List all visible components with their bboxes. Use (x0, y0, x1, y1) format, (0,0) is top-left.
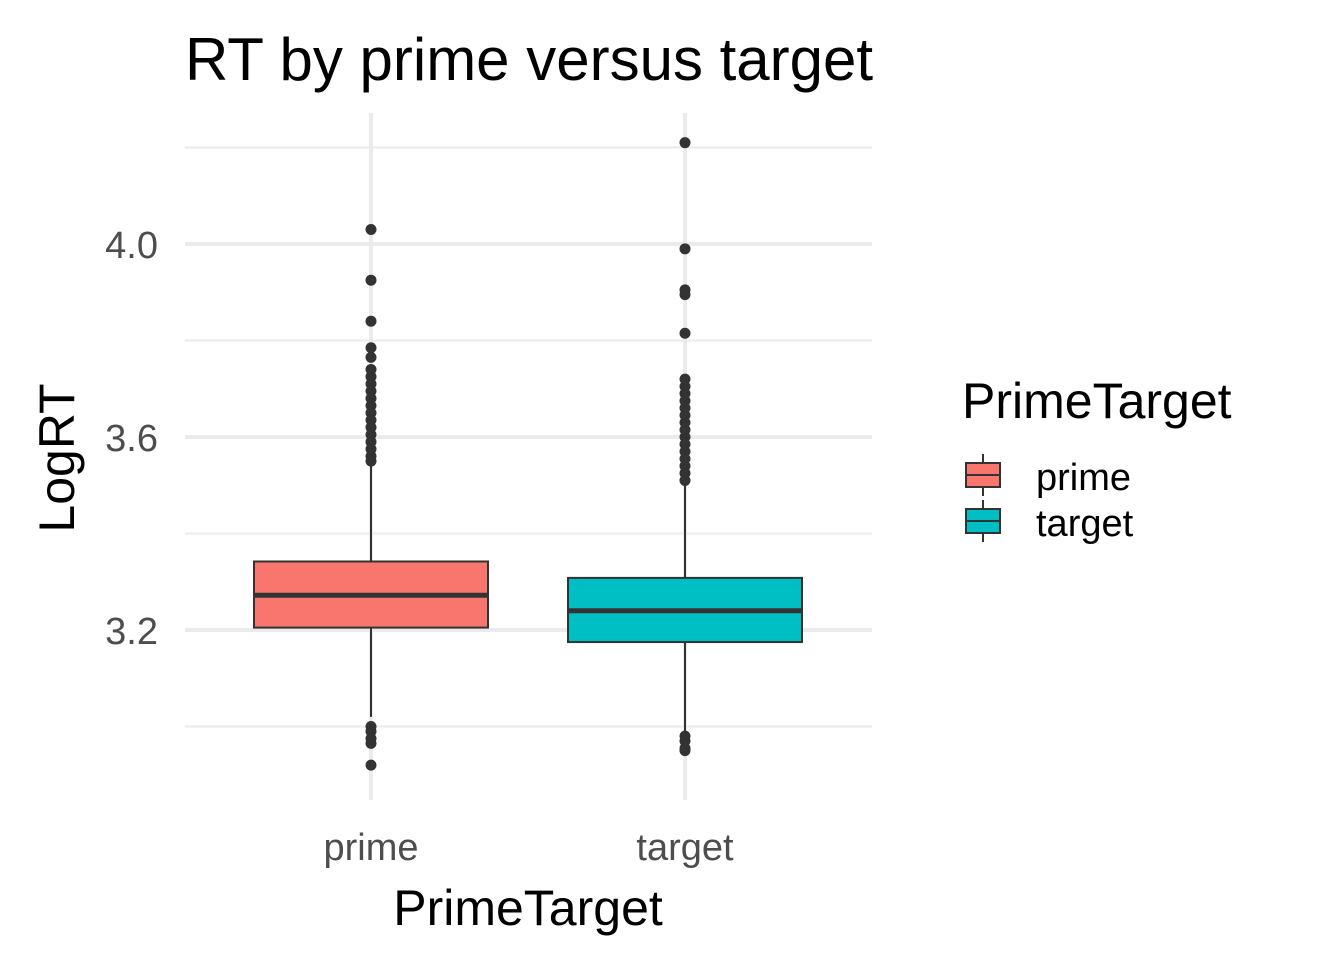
outlier-point (365, 342, 377, 354)
y-tick-labels: 3.2 3.6 4.0 (105, 225, 158, 653)
x-tick-label: prime (323, 827, 418, 869)
y-tick-label: 3.2 (105, 611, 158, 653)
legend-label: prime (1036, 457, 1131, 499)
outlier-point (365, 737, 377, 749)
y-axis-title: LogRT (29, 383, 85, 532)
outlier-point (679, 289, 691, 301)
legend-key-target: target (965, 500, 1134, 545)
boxes (253, 137, 803, 771)
x-tick-label: target (636, 827, 734, 869)
box-prime (253, 224, 489, 771)
outlier-point (365, 455, 377, 467)
box-target (567, 137, 803, 757)
legend-key-prime: prime (965, 454, 1131, 499)
outlier-point (365, 759, 377, 771)
outlier-point (679, 745, 691, 757)
outlier-point (679, 327, 691, 339)
outlier-point (365, 351, 377, 363)
x-tick-labels: prime target (323, 827, 734, 869)
outlier-point (365, 315, 377, 327)
y-tick-label: 3.6 (105, 418, 158, 460)
legend-label: target (1036, 503, 1134, 545)
outlier-point (365, 224, 377, 236)
chart-title: RT by prime versus target (185, 26, 873, 93)
outlier-point (365, 274, 377, 286)
y-tick-label: 4.0 (105, 225, 158, 267)
outlier-point (679, 243, 691, 255)
grid-lines (185, 113, 872, 800)
outlier-point (679, 137, 691, 149)
x-axis-title: PrimeTarget (393, 880, 663, 936)
outlier-point (679, 474, 691, 486)
legend-title: PrimeTarget (962, 373, 1232, 429)
